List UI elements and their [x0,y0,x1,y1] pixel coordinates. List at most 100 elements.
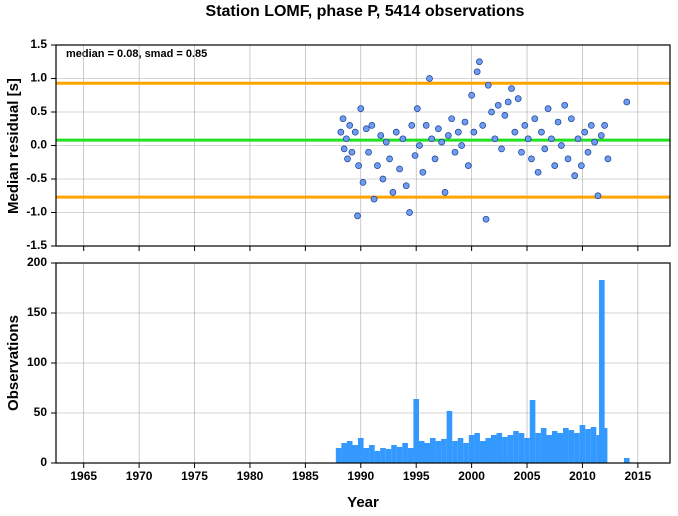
bar [557,433,564,463]
x-tick-label: 2005 [514,469,541,483]
bar [485,438,492,463]
bar [568,430,575,463]
point [454,128,462,136]
point [568,115,575,123]
bar [418,441,425,463]
bar [529,400,536,463]
y-tick-label: 100 [27,355,47,369]
chart-title: Station LOMF, phase P, 5414 observations [206,3,525,20]
bar [463,443,469,463]
point [354,212,361,220]
bar [352,445,359,463]
point [441,189,449,196]
point [511,128,519,136]
point [431,155,439,163]
point [538,128,545,136]
point [386,155,393,163]
point [623,98,631,106]
annotation: median = 0.08, smad = 0.85 [66,48,207,60]
bar [452,441,458,463]
y-tick-label: -1.5 [26,238,47,252]
bar [490,435,497,463]
point [473,68,481,76]
bar [430,438,436,463]
x-tick-label: 1965 [70,469,97,483]
point [604,155,612,163]
bar [346,441,353,463]
bar [507,435,514,463]
x-tick-label: 1985 [292,469,319,483]
bar [441,439,447,463]
point [428,135,436,143]
point [498,145,505,153]
point [508,85,515,92]
point [382,138,390,146]
point [346,122,354,129]
point [370,195,378,203]
point [464,162,472,169]
bar [599,280,605,463]
x-tick-label: 2000 [458,469,485,483]
point [581,128,589,136]
point [534,168,542,176]
bar [369,445,375,463]
point [504,98,512,106]
point [337,128,345,136]
bar [385,449,392,463]
y-tick-label: 0 [40,455,47,469]
bar [479,441,486,463]
bar [546,435,552,463]
bar [474,433,480,463]
point [357,105,365,113]
x-tick-label: 1990 [347,469,374,483]
bar [341,443,347,463]
point [451,148,459,156]
point [416,142,423,149]
point [392,128,400,136]
point [482,215,490,223]
point [355,162,362,169]
point [339,115,347,123]
point [558,142,565,149]
y-axis-label: Median residual [s] [5,78,22,214]
x-tick-label: 2015 [625,469,652,483]
point [448,115,456,123]
bar [524,438,530,463]
point [413,105,421,113]
point [544,105,552,113]
point [402,182,410,190]
y-tick-label: 50 [34,405,48,419]
bar [363,448,370,463]
y-tick-label: 150 [27,305,47,319]
bar [590,427,597,463]
bar [391,445,397,463]
x-tick-label: 1980 [237,469,264,483]
point [488,108,495,116]
bar [396,447,403,463]
bar [402,443,408,463]
point [344,155,351,163]
point [368,122,376,129]
point [479,122,487,129]
point [531,115,539,123]
point [541,145,549,153]
bar [551,431,558,463]
bar [540,428,547,463]
point [458,142,465,149]
point [548,135,555,143]
bar [513,431,519,463]
x-tick-label: 2010 [569,469,596,483]
point [351,128,359,136]
point [587,122,595,129]
point [340,145,348,153]
bar [623,458,630,463]
point [494,101,502,109]
point [591,138,598,146]
point [348,148,356,156]
point [468,91,475,99]
point [435,125,442,133]
point [343,135,350,143]
y-tick-label: -1.0 [26,205,47,219]
y-tick-label: -0.5 [26,171,47,185]
bar [374,451,381,463]
